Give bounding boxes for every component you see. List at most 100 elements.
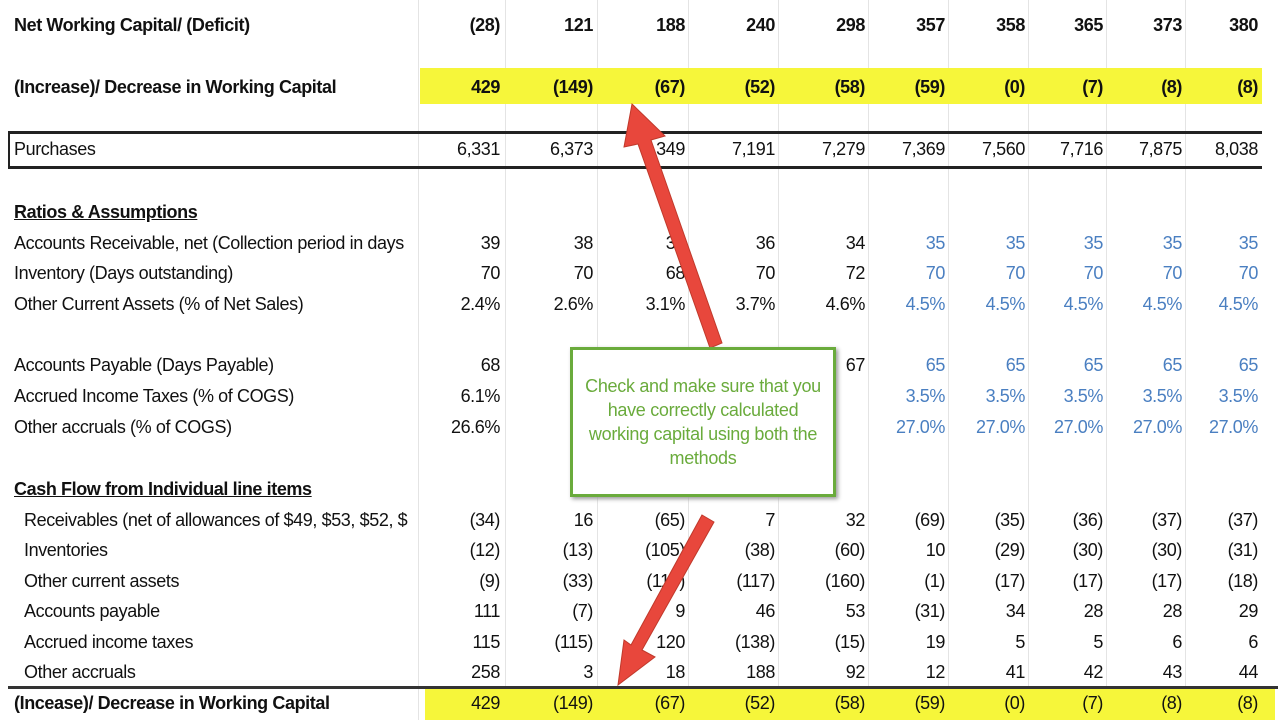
cell-value: 5 [1015,632,1025,652]
cell-value: 2.6% [553,294,594,314]
cell-value: 27.0% [975,417,1025,437]
cell-value: 4.6% [825,294,866,314]
cell-value: 3 [583,662,593,682]
cell-value: 188 [746,662,775,682]
cell-value: 68 [665,263,686,283]
cell-value: (7) [1082,693,1103,713]
cell-value: 9 [675,601,685,621]
cell-value: 4.5% [1063,294,1104,314]
cell-value: 373 [1153,15,1182,35]
cell-value: 70 [1083,263,1104,283]
cell-value: (52) [744,77,776,97]
cell-value: (117) [736,571,775,591]
grid-line [505,0,506,720]
cell-value: 92 [845,662,866,682]
cell-value: 8,038 [1214,139,1258,159]
cell-value: 7,560 [981,139,1025,159]
row-label: Other accruals (% of COGS) [14,417,232,437]
cell-value: 28 [1162,601,1183,621]
cell-value: 65 [1238,355,1259,375]
cell-value: (67) [654,693,686,713]
cell-value: (8) [1161,693,1182,713]
cell-value: 28 [1083,601,1104,621]
cell-value: 72 [845,263,866,283]
cell-value: (31) [914,601,946,621]
cell-value: 65 [925,355,946,375]
row-label: Accrued income taxes [24,632,194,652]
cell-value: 188 [656,15,685,35]
cell-value: (0) [1004,77,1025,97]
cell-value: (65) [654,510,686,530]
cell-value: (69) [914,510,946,530]
cell-value: (149) [552,693,593,713]
cell-value: 5 [1093,632,1103,652]
cell-value: 70 [925,263,946,283]
highlight [425,688,1275,720]
cell-value: 34 [845,233,866,253]
cell-value: 258 [471,662,500,682]
cell-value: (115) [554,632,593,652]
row-label: Accounts Receivable, net (Collection per… [14,233,404,253]
cell-value: (30) [1072,540,1104,560]
cell-value: (18) [1227,571,1259,591]
cell-value: 7,716 [1059,139,1103,159]
grid-line [948,0,949,720]
cell-value: (59) [914,77,946,97]
cell-value: 27.0% [895,417,945,437]
cell-value: 12 [925,662,946,682]
cell-value: 36 [755,233,776,253]
cell-value: 429 [471,693,500,713]
highlight [420,68,1262,104]
cell-value: 3.5% [985,386,1026,406]
row-label: Accounts Payable (Days Payable) [14,355,274,375]
cell-value: 35 [1005,233,1026,253]
cell-value: 38 [573,233,594,253]
cell-value: (33) [562,571,594,591]
cell-value: 26.6% [450,417,500,437]
cell-value: 358 [996,15,1025,35]
cell-value: (28) [469,15,501,35]
grid-line [868,0,869,720]
row-label: Inventory (Days outstanding) [14,263,233,283]
cell-value: 65 [1162,355,1183,375]
cell-value: 35 [1238,233,1259,253]
cell-value: 29 [1238,601,1259,621]
cell-value: 41 [1005,662,1026,682]
cell-value: 27.0% [1132,417,1182,437]
cell-value: 115 [472,632,501,652]
cell-value: 380 [1229,15,1258,35]
cell-value: 6,373 [549,139,593,159]
cell-value: (37) [1151,510,1183,530]
cell-value: 70 [1162,263,1183,283]
cell-value: (138) [734,632,775,652]
cell-value: 27.0% [1053,417,1103,437]
row-label: Purchases [14,139,96,159]
cell-value: 34 [1005,601,1026,621]
cell-value: 6 [1248,632,1258,652]
cell-value: (67) [654,77,686,97]
cell-value: 39 [480,233,501,253]
cell-value: 7,875 [1138,139,1182,159]
cell-value: 70 [1238,263,1259,283]
cell-value: 10 [925,540,946,560]
cell-value: 6,331 [456,139,500,159]
cell-value: 35 [1083,233,1104,253]
cell-value: 3.5% [1063,386,1104,406]
cell-value: 240 [746,15,775,35]
cell-value: (52) [744,693,776,713]
cell-value: 3.7% [735,294,776,314]
cell-value: (31) [1227,540,1259,560]
cell-value: (29) [994,540,1026,560]
row-label: (Increase)/ Decrease in Working Capital [14,77,337,97]
row-label: Other current assets [24,571,180,591]
cell-value: 111 [473,601,501,621]
cell-value: 121 [564,15,593,35]
grid-line [418,0,419,720]
cell-value: 70 [573,263,594,283]
arrow [617,514,715,687]
cell-value: (0) [1004,693,1025,713]
cell-value: 4.5% [905,294,946,314]
cell-value: 3.5% [905,386,946,406]
